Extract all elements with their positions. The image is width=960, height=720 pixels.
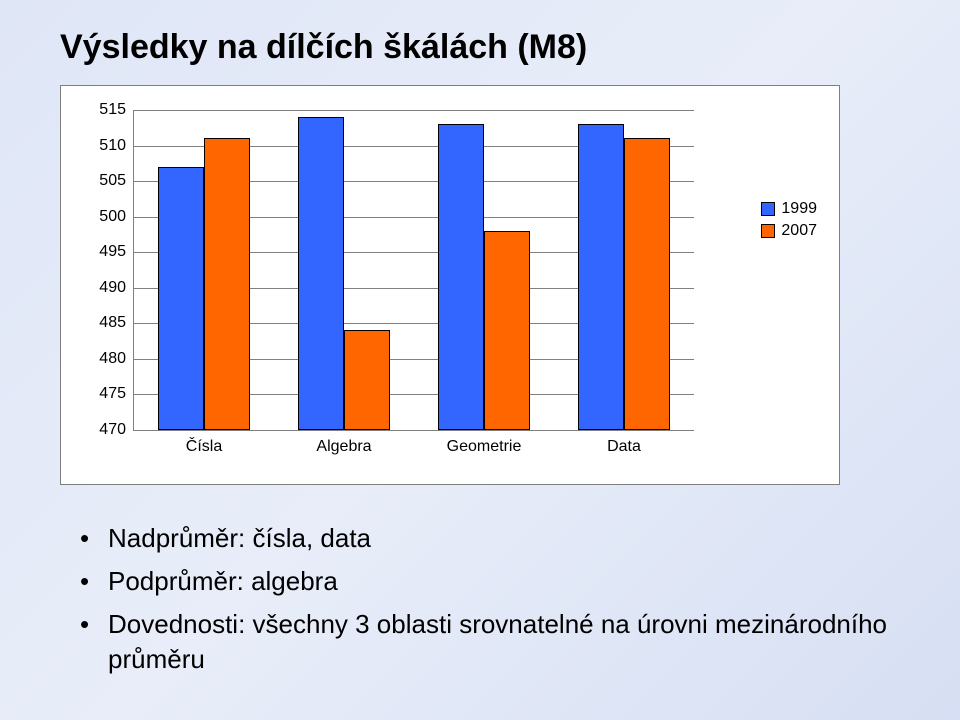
bar	[578, 124, 624, 430]
y-axis-label: 490	[99, 279, 134, 297]
bar	[204, 138, 250, 430]
legend-label: 2007	[781, 222, 817, 240]
y-axis-label: 475	[99, 385, 134, 403]
y-axis-label: 515	[99, 101, 134, 119]
y-axis-label: 495	[99, 243, 134, 261]
legend: 1999 2007	[761, 196, 817, 244]
bar	[298, 117, 344, 430]
slide: Výsledky na dílčích škálách (M8) 470 475 4…	[0, 0, 960, 720]
bullet-item: Podprůměr: algebra	[80, 564, 900, 599]
x-axis-label: Geometrie	[447, 430, 522, 456]
bar	[344, 330, 390, 430]
page-title: Výsledky na dílčích škálách (M8)	[60, 28, 900, 67]
y-axis-label: 470	[99, 421, 134, 439]
gridline	[134, 110, 694, 111]
y-axis-label: 510	[99, 137, 134, 155]
bar	[624, 138, 670, 430]
bullet-list: Nadprůměr: čísla, data Podprůměr: algebra…	[80, 521, 900, 677]
legend-label: 1999	[781, 200, 817, 218]
bar-chart: 470 475 480 485 490 495 500 505 510 515 Čísla Algeb…	[60, 85, 840, 485]
x-axis-label: Data	[607, 430, 641, 456]
legend-item: 2007	[761, 222, 817, 240]
y-axis-label: 500	[99, 208, 134, 226]
bullet-item: Nadprůměr: čísla, data	[80, 521, 900, 556]
plot-area: 470475480485490495500505510515ČíslaAlgeb…	[133, 110, 694, 431]
y-axis-label: 485	[99, 314, 134, 332]
legend-swatch	[761, 224, 775, 238]
y-axis-label: 480	[99, 350, 134, 368]
x-axis-label: Algebra	[316, 430, 371, 456]
bar	[484, 231, 530, 430]
bullet-item: Dovednosti: všechny 3 oblasti srovnateln…	[80, 607, 900, 677]
legend-item: 1999	[761, 200, 817, 218]
bar	[438, 124, 484, 430]
legend-swatch	[761, 202, 775, 216]
y-axis-label: 505	[99, 172, 134, 190]
bar	[158, 167, 204, 430]
x-axis-label: Čísla	[186, 430, 222, 456]
